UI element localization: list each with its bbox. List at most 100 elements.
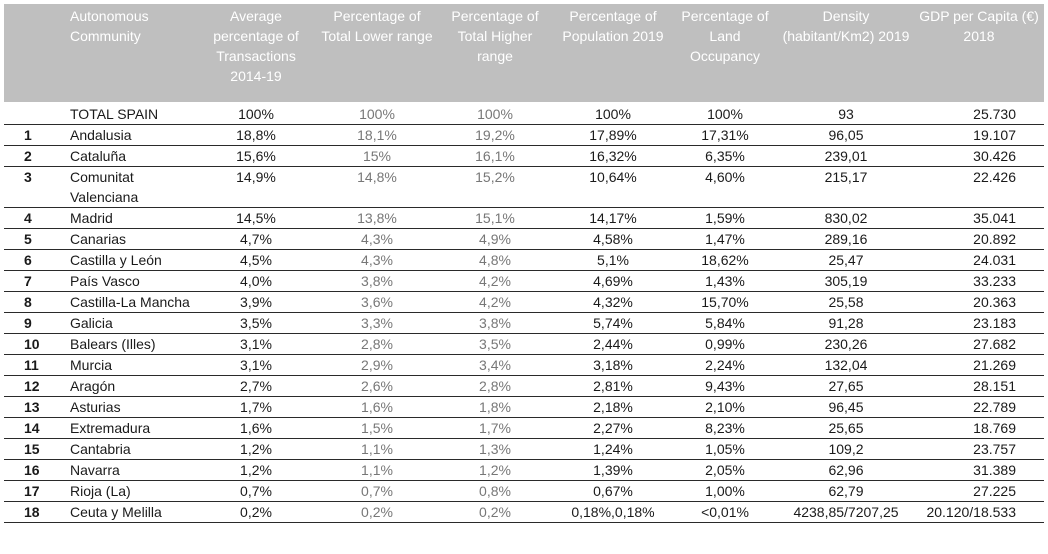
cell-lower-range: 18,1%	[318, 124, 436, 146]
cell-higher-range: 1,8%	[436, 396, 554, 418]
cell-land-occupancy: 17,31%	[672, 124, 778, 146]
cell-lower-range: 0,7%	[318, 480, 436, 502]
total-row: TOTAL SPAIN 100% 100% 100% 100% 100% 93 …	[4, 102, 1044, 125]
header-gdp: GDP per Capita (€) 2018	[919, 8, 1039, 44]
cell-higher-range: 3,8%	[436, 312, 554, 334]
cell-density: 96,45	[778, 396, 914, 418]
cell-avg-transactions: 4,5%	[194, 249, 318, 271]
cell-density: 239,01	[778, 145, 914, 167]
cell-gdp: 33.233	[914, 270, 1044, 292]
cell-lower-range: 14,8%	[318, 166, 436, 208]
cell-lower-range: 100%	[318, 102, 436, 125]
cell-population: 4,58%	[554, 228, 672, 250]
cell-avg-transactions: 14,5%	[194, 207, 318, 229]
cell-community: Ceuta y Melilla	[64, 501, 194, 523]
cell-avg-transactions: 3,5%	[194, 312, 318, 334]
cell-density: 25,58	[778, 291, 914, 313]
cell-higher-range: 15,2%	[436, 166, 554, 208]
cell-higher-range: 100%	[436, 102, 554, 125]
table-row: 14 Extremadura 1,6% 1,5% 1,7% 2,27% 8,23% 25,65…	[4, 417, 1044, 439]
cell-community: Madrid	[64, 207, 194, 229]
cell-community: Cantabria	[64, 438, 194, 460]
cell-community: Castilla y León	[64, 249, 194, 271]
cell-density: 91,28	[778, 312, 914, 334]
cell-land-occupancy: 1,00%	[672, 480, 778, 502]
cell-gdp: 20.892	[914, 228, 1044, 250]
cell-higher-range: 1,2%	[436, 459, 554, 481]
autonomous-communities-table: Autonomous Community Average percentage o…	[4, 4, 1044, 523]
cell-gdp: 20.120/18.533	[914, 501, 1044, 523]
cell-density: 25,47	[778, 249, 914, 271]
cell-lower-range: 15%	[318, 145, 436, 167]
table-row: 2 Cataluña 15,6% 15% 16,1% 16,32% 6,35% 239,01 3…	[4, 145, 1044, 167]
cell-land-occupancy: 1,47%	[672, 228, 778, 250]
cell-number: 10	[4, 333, 64, 355]
cell-avg-transactions: 3,1%	[194, 354, 318, 376]
cell-higher-range: 15,1%	[436, 207, 554, 229]
header-higher-range: Percentage of Total Higher range	[451, 8, 539, 64]
cell-lower-range: 1,1%	[318, 459, 436, 481]
cell-gdp: 31.389	[914, 459, 1044, 481]
cell-number: 3	[4, 166, 64, 208]
cell-number: 4	[4, 207, 64, 229]
cell-land-occupancy: 9,43%	[672, 375, 778, 397]
cell-density: 62,96	[778, 459, 914, 481]
cell-avg-transactions: 1,2%	[194, 438, 318, 460]
cell-higher-range: 4,9%	[436, 228, 554, 250]
cell-land-occupancy: 100%	[672, 102, 778, 125]
cell-higher-range: 3,5%	[436, 333, 554, 355]
cell-lower-range: 2,6%	[318, 375, 436, 397]
table-row: 12 Aragón 2,7% 2,6% 2,8% 2,81% 9,43% 27,65 28.15…	[4, 375, 1044, 397]
cell-higher-range: 4,2%	[436, 291, 554, 313]
cell-gdp: 18.769	[914, 417, 1044, 439]
cell-density: 132,04	[778, 354, 914, 376]
cell-number: 17	[4, 480, 64, 502]
cell-community: Navarra	[64, 459, 194, 481]
cell-population: 0,18%,0,18%	[554, 501, 672, 523]
cell-density: 830,02	[778, 207, 914, 229]
cell-avg-transactions: 2,7%	[194, 375, 318, 397]
cell-lower-range: 1,1%	[318, 438, 436, 460]
cell-population: 5,74%	[554, 312, 672, 334]
cell-avg-transactions: 4,0%	[194, 270, 318, 292]
cell-community: Murcia	[64, 354, 194, 376]
table-body: TOTAL SPAIN 100% 100% 100% 100% 100% 93 …	[4, 102, 1044, 523]
table-row: 3 Comunitat Valenciana 14,9% 14,8% 15,2% 10,6…	[4, 166, 1044, 208]
table-row: 1 Andalusia 18,8% 18,1% 19,2% 17,89% 17,31% 96,…	[4, 124, 1044, 146]
cell-gdp: 25.730	[914, 102, 1044, 125]
cell-avg-transactions: 14,9%	[194, 166, 318, 208]
cell-avg-transactions: 3,1%	[194, 333, 318, 355]
cell-population: 17,89%	[554, 124, 672, 146]
cell-avg-transactions: 0,2%	[194, 501, 318, 523]
cell-gdp: 24.031	[914, 249, 1044, 271]
cell-density: 25,65	[778, 417, 914, 439]
header-index	[4, 4, 64, 102]
cell-higher-range: 0,8%	[436, 480, 554, 502]
table-row: 13 Asturias 1,7% 1,6% 1,8% 2,18% 2,10% 96,45 22.…	[4, 396, 1044, 418]
table-header: Autonomous Community Average percentage o…	[4, 4, 1044, 102]
cell-population: 0,67%	[554, 480, 672, 502]
cell-density: 305,19	[778, 270, 914, 292]
cell-lower-range: 0,2%	[318, 501, 436, 523]
cell-lower-range: 4,3%	[318, 228, 436, 250]
table-row: 9 Galicia 3,5% 3,3% 3,8% 5,74% 5,84% 91,28 23.18…	[4, 312, 1044, 334]
cell-density: 93	[778, 102, 914, 125]
table-row: 15 Cantabria 1,2% 1,1% 1,3% 1,24% 1,05% 109,2 23…	[4, 438, 1044, 460]
cell-population: 1,24%	[554, 438, 672, 460]
cell-gdp: 28.151	[914, 375, 1044, 397]
cell-density: 215,17	[778, 166, 914, 208]
cell-land-occupancy: 1,43%	[672, 270, 778, 292]
table-row: 8 Castilla-La Mancha 3,9% 3,6% 4,2% 4,32% 15,7…	[4, 291, 1044, 313]
cell-avg-transactions: 1,2%	[194, 459, 318, 481]
cell-population: 4,69%	[554, 270, 672, 292]
cell-land-occupancy: 6,35%	[672, 145, 778, 167]
table-row: 4 Madrid 14,5% 13,8% 15,1% 14,17% 1,59% 830,02 3…	[4, 207, 1044, 229]
table-container: Autonomous Community Average percentage o…	[4, 4, 1044, 523]
cell-gdp: 21.269	[914, 354, 1044, 376]
table-row: 5 Canarias 4,7% 4,3% 4,9% 4,58% 1,47% 289,16 20.…	[4, 228, 1044, 250]
cell-community: Comunitat Valenciana	[64, 166, 194, 208]
cell-avg-transactions: 1,6%	[194, 417, 318, 439]
cell-higher-range: 4,8%	[436, 249, 554, 271]
header-community: Autonomous Community	[70, 8, 149, 44]
table-row: 7 País Vasco 4,0% 3,8% 4,2% 4,69% 1,43% 305,19 3…	[4, 270, 1044, 292]
